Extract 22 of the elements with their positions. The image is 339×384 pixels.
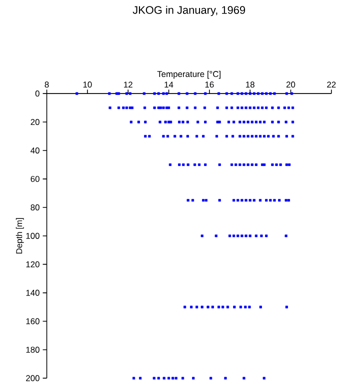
x-tick-label: 22 bbox=[326, 82, 336, 88]
x-tick-label: 12 bbox=[124, 82, 132, 88]
chart-title: JKOG in January, 1969 bbox=[132, 6, 245, 16]
y-tick-label: 140 bbox=[26, 290, 40, 296]
x-tick-label: 20 bbox=[286, 82, 295, 88]
y-tick-label: 80 bbox=[30, 204, 40, 210]
y-tick-label: 40 bbox=[30, 147, 40, 154]
y-tick-label: 0 bbox=[35, 90, 40, 97]
y-tick-label: 100 bbox=[26, 232, 40, 239]
y-tick-label: 60 bbox=[30, 176, 40, 182]
x-tick-label: 10 bbox=[83, 82, 92, 88]
x-tick-label: 16 bbox=[205, 82, 214, 88]
x-tick-label: 18 bbox=[246, 82, 254, 88]
y-axis-title: Depth [m] bbox=[16, 218, 24, 254]
x-axis-title: Temperature [°C] bbox=[157, 70, 220, 79]
x-tick-label: 8 bbox=[44, 82, 49, 88]
y-tick-label: 200 bbox=[26, 375, 40, 382]
y-tick-label: 160 bbox=[26, 318, 40, 324]
y-tick-label: 180 bbox=[26, 346, 40, 353]
y-tick-label: 120 bbox=[26, 261, 40, 268]
x-tick-label: 14 bbox=[164, 82, 174, 88]
y-tick-label: 20 bbox=[30, 119, 40, 126]
